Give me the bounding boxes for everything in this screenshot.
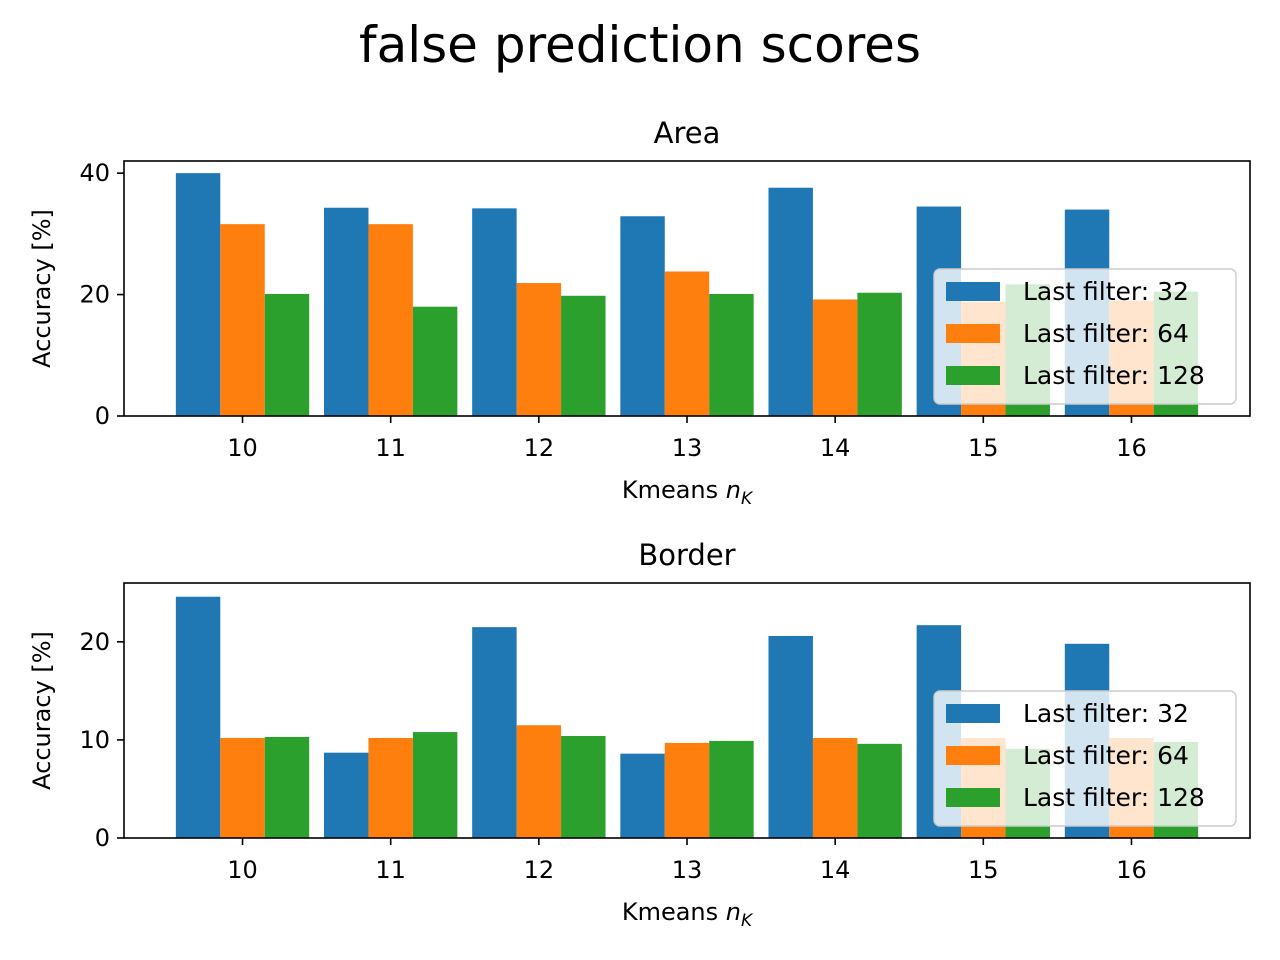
bar-border-12-s0 xyxy=(472,627,517,838)
y-tick-label: 10 xyxy=(79,726,110,754)
x-tick-label: 11 xyxy=(375,434,406,462)
bar-area-13-s0 xyxy=(620,216,665,416)
bar-area-10-s2 xyxy=(264,293,310,416)
bar-area-12-s0 xyxy=(472,208,517,416)
x-axis-label: Kmeans nK xyxy=(622,476,754,509)
y-tick-label: 20 xyxy=(79,628,110,656)
bar-area-14-s2 xyxy=(857,292,902,416)
bar-border-14-s2 xyxy=(857,743,902,838)
bar-border-10-s0 xyxy=(175,596,221,838)
x-tick-label: 14 xyxy=(820,856,851,884)
legend-swatch-1 xyxy=(946,324,1000,343)
bar-border-12-s1 xyxy=(516,725,562,838)
legend-label-2: Last filter: 128 xyxy=(1023,361,1205,390)
x-tick-label: 15 xyxy=(968,434,999,462)
legend-label-0: Last filter: 32 xyxy=(1023,277,1189,306)
bar-area-10-s0 xyxy=(175,173,221,416)
bar-border-14-s0 xyxy=(768,635,813,838)
legend: Last filter: 32 Last filter: 64 Last filte… xyxy=(933,268,1237,405)
legend-label-1: Last filter: 64 xyxy=(1023,741,1189,770)
x-axis-label-math: n xyxy=(726,898,741,926)
x-tick-label: 12 xyxy=(524,434,555,462)
bar-border-13-s0 xyxy=(620,753,665,838)
legend-label-0: Last filter: 32 xyxy=(1023,699,1189,728)
y-tick-label: 0 xyxy=(95,824,110,852)
bar-border-11-s0 xyxy=(324,752,369,838)
bar-border-14-s1 xyxy=(812,737,858,838)
bar-area-11-s2 xyxy=(412,306,458,416)
legend-swatch-2 xyxy=(946,366,1000,385)
x-tick-label: 13 xyxy=(672,434,703,462)
x-tick-label: 12 xyxy=(524,856,555,884)
bar-border-10-s1 xyxy=(220,737,265,838)
figure-title: false prediction scores xyxy=(359,16,921,74)
border-chart: Border 10 11 12 13 14 15 16 0 10 20 Kmeans nK Accura… xyxy=(28,538,1251,931)
bar-border-12-s2 xyxy=(561,736,606,838)
x-tick-label: 16 xyxy=(1116,434,1147,462)
bar-area-12-s2 xyxy=(561,295,606,416)
x-axis-label-subscript: K xyxy=(741,911,754,931)
bar-area-12-s1 xyxy=(516,283,562,416)
y-axis-label: Accuracy [%] xyxy=(28,631,56,790)
bar-area-10-s1 xyxy=(220,224,265,416)
y-tick-label: 0 xyxy=(95,402,110,430)
bar-border-10-s2 xyxy=(264,736,310,838)
x-tick-label: 15 xyxy=(968,856,999,884)
legend-box xyxy=(933,268,1237,405)
legend-label-1: Last filter: 64 xyxy=(1023,319,1189,348)
bar-area-11-s0 xyxy=(324,207,369,416)
x-axis-label-subscript: K xyxy=(741,489,754,509)
subplot-title: Area xyxy=(654,116,721,150)
y-tick-label: 20 xyxy=(79,281,110,309)
x-tick-label: 11 xyxy=(375,856,406,884)
x-axis-label-text: Kmeans xyxy=(622,476,726,504)
legend-swatch-2 xyxy=(946,788,1000,807)
bar-area-14-s1 xyxy=(812,299,858,416)
legend: Last filter: 32 Last filter: 64 Last filte… xyxy=(933,690,1237,827)
legend-swatch-0 xyxy=(946,282,1000,301)
area-chart: Area 10 11 12 13 14 15 16 0 20 40 Kmeans nK Accuracy… xyxy=(28,116,1251,509)
legend-swatch-0 xyxy=(946,704,1000,723)
subplot-title: Border xyxy=(638,538,735,572)
bar-area-11-s1 xyxy=(368,224,413,416)
x-tick-label: 16 xyxy=(1116,856,1147,884)
bar-area-14-s0 xyxy=(768,187,813,416)
x-axis-label: Kmeans nK xyxy=(622,898,754,931)
legend-label-2: Last filter: 128 xyxy=(1023,783,1205,812)
legend-box xyxy=(933,690,1237,827)
legend-swatch-1 xyxy=(946,746,1000,765)
bar-border-11-s2 xyxy=(412,732,458,838)
bar-border-13-s2 xyxy=(709,740,754,838)
bar-border-13-s1 xyxy=(664,742,710,838)
x-tick-label: 10 xyxy=(227,434,258,462)
x-tick-label: 13 xyxy=(672,856,703,884)
bar-border-11-s1 xyxy=(368,737,413,838)
x-axis-label-text: Kmeans xyxy=(622,898,726,926)
x-tick-label: 10 xyxy=(227,856,258,884)
bar-area-13-s1 xyxy=(664,271,710,416)
bar-area-13-s2 xyxy=(709,293,754,416)
y-axis-label: Accuracy [%] xyxy=(28,209,56,368)
x-axis-label-math: n xyxy=(726,476,741,504)
y-tick-label: 40 xyxy=(79,159,110,187)
x-tick-label: 14 xyxy=(820,434,851,462)
